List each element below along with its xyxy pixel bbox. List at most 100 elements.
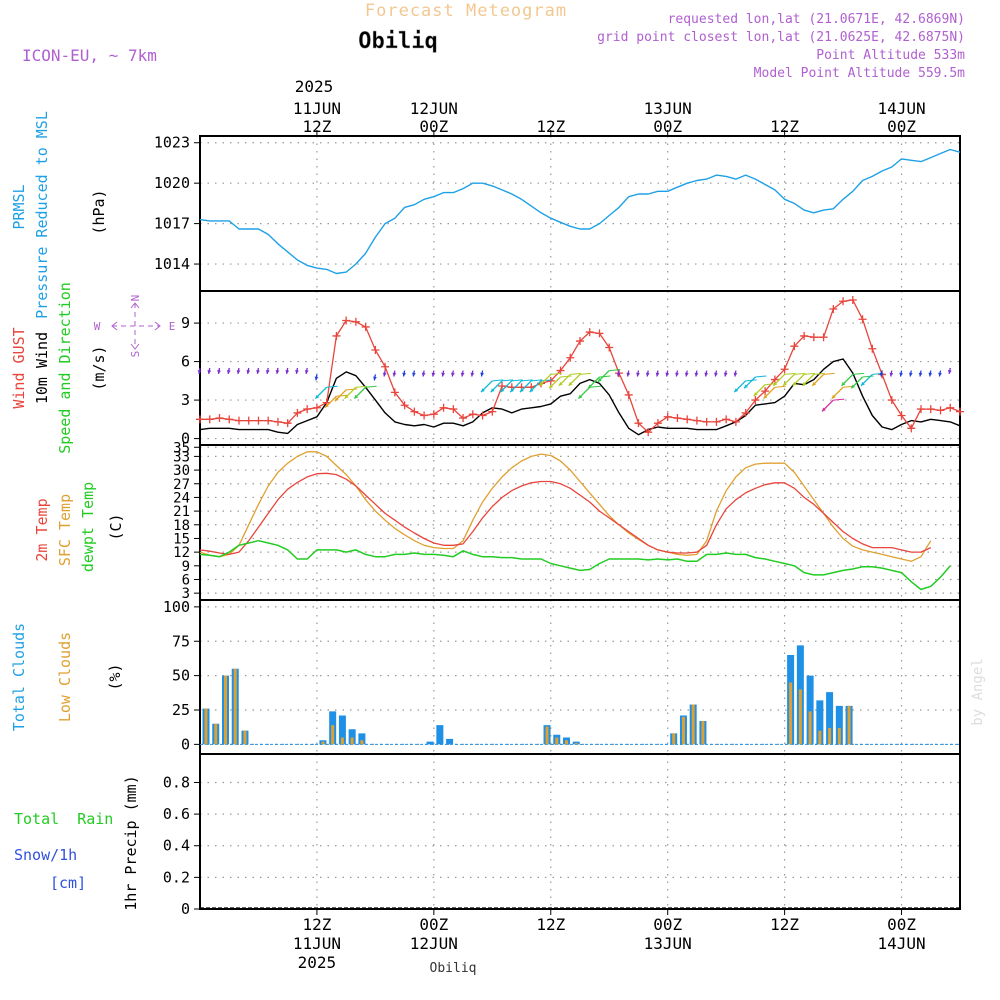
tick-label-temp: 12 xyxy=(173,545,190,561)
top-year-label: 2025 xyxy=(295,77,334,96)
wind-arrow xyxy=(421,370,426,377)
wind-arrow-barb xyxy=(502,379,514,382)
low-cloud-bar xyxy=(243,730,247,745)
wind-arrow-barb xyxy=(833,398,845,401)
wind-arrow xyxy=(256,367,260,375)
wind-arrow-head xyxy=(314,376,319,381)
gust-marker xyxy=(673,414,682,423)
gust-marker xyxy=(205,415,214,424)
gust-marker xyxy=(420,411,429,420)
tick-label-temp: 24 xyxy=(173,490,190,506)
tick-label-temp: 15 xyxy=(173,531,190,547)
wind-arrow-head xyxy=(568,381,573,386)
gust-marker xyxy=(634,419,643,428)
wind-arrow xyxy=(460,370,465,377)
gust-marker xyxy=(712,417,721,426)
gridpoint-coords: grid point closest lon,lat (21.0625E, 42… xyxy=(597,30,965,45)
wind-arrow xyxy=(285,367,290,375)
gust-marker xyxy=(663,412,672,421)
low-cloud-bar xyxy=(360,740,364,745)
wind-arrow xyxy=(538,372,562,387)
wind-arrow-head xyxy=(714,372,718,377)
tick-label-clouds: 0 xyxy=(181,735,190,753)
compass-arrows-icon xyxy=(111,302,161,350)
wind-arrow xyxy=(490,379,514,393)
wind-arrow-head xyxy=(645,372,650,377)
tick-label-clouds: 50 xyxy=(172,667,190,685)
wind-arrow-head xyxy=(626,372,631,377)
gust-marker xyxy=(780,365,789,374)
wind-arrow-head xyxy=(519,388,524,393)
tick-label-temp: 33 xyxy=(173,449,190,465)
total-clouds-label: Total Clouds xyxy=(10,623,28,731)
gust-marker xyxy=(848,295,857,304)
wind-arrow-head xyxy=(265,370,270,374)
wind-arrow xyxy=(723,370,728,377)
total-cloud-bar xyxy=(338,715,346,745)
gust-marker xyxy=(293,408,302,417)
wind-arrow-barb xyxy=(579,372,592,375)
gust-marker xyxy=(225,415,234,424)
gust-marker xyxy=(478,411,487,420)
wind-arrow-head xyxy=(578,394,583,399)
wind-arrow xyxy=(236,367,241,375)
wind-arrow xyxy=(763,385,786,400)
gust-marker xyxy=(546,376,555,385)
wind-arrow-head xyxy=(792,381,797,386)
wind-arrow-barb xyxy=(365,385,377,388)
wind-arrow-head xyxy=(889,372,894,377)
wind-arrow xyxy=(743,375,767,389)
gust-marker xyxy=(887,396,896,405)
wind-arrow xyxy=(558,372,582,387)
wind-arrow xyxy=(226,367,231,375)
gust-marker xyxy=(741,408,750,417)
wind-arrow xyxy=(334,388,358,402)
gust-marker xyxy=(410,407,419,416)
low-clouds-label: Low Clouds xyxy=(56,632,74,722)
wind-arrow-barb xyxy=(804,372,816,375)
wind-arrow xyxy=(704,370,709,377)
gust-marker xyxy=(244,416,253,425)
wind-arrow xyxy=(402,370,407,377)
gust-marker xyxy=(390,388,399,397)
wind-arrow-head xyxy=(841,381,846,386)
wind-arrow xyxy=(616,370,621,377)
gust-marker xyxy=(897,411,906,420)
low-cloud-bar xyxy=(204,708,208,745)
bottom-time-label: 12Z xyxy=(536,915,565,934)
gust-marker xyxy=(653,419,662,428)
gust-marker xyxy=(459,414,468,423)
wind-arrow-head xyxy=(665,372,670,377)
wind-arrow-head xyxy=(510,388,515,393)
panel-frame xyxy=(199,444,961,601)
wind-arrow-head xyxy=(412,372,416,377)
gust-marker xyxy=(692,416,701,425)
wind-arrow xyxy=(392,370,397,377)
wind-arrow xyxy=(831,385,855,400)
low-cloud-bar xyxy=(545,726,549,745)
bottom-time-label: 12Z xyxy=(770,915,799,934)
total-cloud-bar xyxy=(446,738,454,745)
wind-arrow xyxy=(714,370,718,377)
wind-arrow-barb xyxy=(326,385,338,388)
gust-marker xyxy=(761,387,770,396)
low-cloud-bar xyxy=(340,737,344,745)
wind-arrow-head xyxy=(851,384,856,389)
wind-arrow-head xyxy=(860,381,865,386)
wind-arrow-head xyxy=(655,372,660,377)
low-cloud-bar xyxy=(691,704,695,745)
gust-marker xyxy=(585,328,594,337)
wind-arrow-head xyxy=(421,372,426,377)
prmsl-label: PRMSL xyxy=(10,184,28,229)
gust-marker xyxy=(809,333,818,342)
wind-arrow xyxy=(275,367,280,375)
total-cloud-bar xyxy=(826,692,834,745)
wind-arrow-head xyxy=(763,394,768,399)
gust-marker xyxy=(722,415,731,424)
tick-label-precip: 0 xyxy=(181,900,190,918)
gust-marker xyxy=(312,403,321,412)
wind-arrow-head xyxy=(382,372,387,377)
precip-unit-label: 1hr Precip (mm) xyxy=(122,775,140,910)
gust-marker xyxy=(926,405,935,414)
